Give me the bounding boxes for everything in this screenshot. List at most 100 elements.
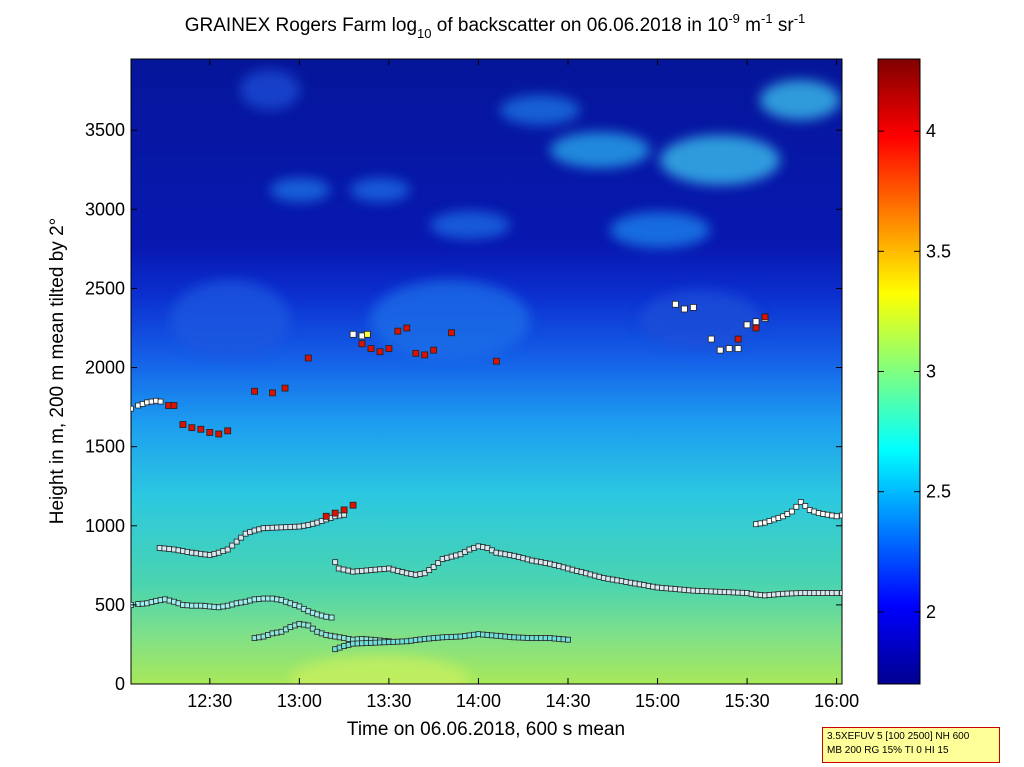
red-point-20: [394, 327, 402, 335]
x-axis: 12:30 13:00 13:30 14:00 14:30 15:00 15:30 16:00: [187, 59, 859, 711]
red-point-6: [215, 430, 223, 438]
white-point-9: [743, 321, 751, 329]
red-point-1: [170, 402, 178, 409]
red-point-22: [412, 349, 420, 357]
layer-marker-5-9-0: [788, 508, 795, 515]
layer-marker-3-5-0: [224, 546, 231, 553]
white-point-8: [734, 345, 742, 352]
cb-tick-label-3: 3.5: [926, 241, 951, 261]
y-tick-label-6: 3000: [85, 199, 125, 219]
layer-marker-4-8-0: [430, 564, 437, 570]
layer-marker-4-0-0: [332, 559, 339, 566]
x-tick-label-5: 15:00: [635, 691, 680, 711]
red-point-2: [179, 421, 187, 428]
red-point-12: [322, 512, 330, 520]
red-point-7: [224, 427, 232, 435]
x-tick-label-4: 14:30: [545, 691, 590, 711]
white-point-4: [689, 304, 697, 311]
red-point-17: [367, 345, 375, 352]
layer-marker-5-end: [839, 512, 842, 519]
cb-tick-label-1: 2.5: [926, 482, 951, 502]
red-point-10: [281, 384, 289, 392]
red-point-14: [340, 506, 348, 514]
layer-marker-1-end: [328, 614, 335, 621]
layer-marker-3-6-0: [233, 538, 240, 545]
y-tick-label-2: 1000: [85, 516, 125, 536]
colorbar-ticks: 2 2.5 3 3.5 4: [878, 121, 951, 622]
white-point-3: [680, 305, 688, 313]
x-tick-label-0: 12:30: [187, 691, 232, 711]
x-tick-label-6: 15:30: [725, 691, 770, 711]
y-tick-label-0: 0: [115, 674, 125, 694]
red-point-4: [197, 425, 205, 433]
white-point-5: [707, 335, 715, 343]
layer-marker-0-6-0: [305, 622, 312, 629]
red-point-3: [188, 424, 196, 432]
red-point-5: [206, 429, 214, 436]
layer-marker-4-34-0: [833, 590, 840, 596]
layer-marker-5-10-0: [797, 499, 804, 505]
cb-tick-label-0: 2: [926, 602, 936, 622]
cb-tick-label-4: 4: [926, 121, 936, 141]
red-point-11: [304, 354, 312, 362]
y-axis: 0 500 1000 1500 2000 2500 3000 3500: [85, 120, 842, 694]
y-tick-label-5: 2500: [85, 278, 125, 298]
layer-marker-3-0-2: [166, 546, 173, 552]
red-point-15: [349, 501, 357, 509]
layer-markers: [131, 300, 842, 653]
layer-marker-5-9-1: [793, 503, 800, 510]
x-tick-label-3: 14:00: [456, 691, 501, 711]
layer-marker-5-3-1: [157, 398, 164, 405]
cb-tick-label-2: 3: [926, 362, 936, 382]
layer-marker-4-1-1: [340, 566, 347, 573]
info-line-1: 3.5XEFUV 5 [100 2500] NH 600: [827, 731, 970, 742]
red-point-23: [421, 351, 429, 359]
red-point-18: [376, 348, 384, 356]
red-point-24: [430, 346, 438, 354]
yellow-point-0: [364, 330, 371, 338]
layer-marker-3-0-0: [156, 545, 163, 551]
layer-marker-4-end: [839, 590, 842, 596]
red-point-19: [385, 345, 393, 352]
layer-marker-3-6-1: [238, 534, 245, 541]
red-point-27: [734, 335, 742, 343]
layer-marker-5-10-1: [802, 503, 809, 509]
y-tick-label-7: 3500: [85, 120, 125, 140]
plot-frame: [130, 58, 843, 685]
layer-marker-3-0-1: [161, 545, 168, 552]
chart-title: GRAINEX Rogers Farm log10 of backscatter…: [185, 11, 806, 41]
red-point-25: [448, 329, 455, 337]
layer-marker-4-1-0: [335, 565, 342, 572]
layer-marker-5-0-0: [131, 405, 134, 412]
red-point-21: [403, 324, 411, 332]
x-tick-label-7: 16:00: [814, 691, 859, 711]
red-point-13: [331, 509, 339, 517]
layer-marker-4-1-2: [345, 567, 352, 574]
cloud-blobs: [170, 70, 840, 684]
layer-marker-4-7-1: [426, 567, 433, 573]
heatmap-area: [131, 59, 842, 684]
red-point-26: [492, 357, 500, 365]
white-point-2: [672, 300, 679, 308]
info-box: 3.5XEFUV 5 [100 2500] NH 600 MB 200 RG 1…: [822, 727, 1000, 763]
y-axis-label: Height in m, 200 m mean tilted by 2°: [47, 218, 68, 524]
white-point-10: [752, 318, 760, 326]
layer-marker-4-8-1: [435, 560, 442, 566]
x-tick-label-2: 13:30: [366, 691, 411, 711]
colorbar: [877, 58, 921, 685]
y-tick-label-3: 1500: [85, 437, 125, 457]
red-point-29: [761, 313, 769, 321]
layer-marker-2-end: [565, 636, 571, 643]
info-line-2: MB 200 RG 15% TI 0 HI 15: [827, 745, 949, 756]
red-point-9: [269, 389, 276, 397]
layer-marker-4-7-0: [421, 570, 428, 577]
y-tick-label-1: 500: [95, 595, 125, 615]
x-tick-label-1: 13:00: [277, 691, 322, 711]
red-point-8: [251, 387, 258, 395]
layer-marker-3-5-1: [229, 542, 236, 549]
x-axis-label: Time on 06.06.2018, 600 s mean: [347, 719, 625, 740]
layer-marker-5-13-0: [833, 513, 840, 520]
layer-marker-0-6-1: [309, 625, 316, 632]
white-point-6: [716, 346, 724, 354]
